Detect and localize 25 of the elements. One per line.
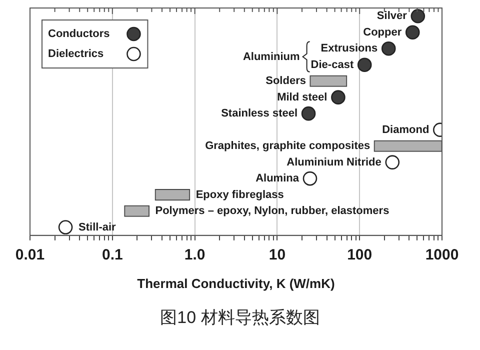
- y-tick-label: Diamond: [382, 124, 430, 136]
- x-tick-label: 0.1: [102, 246, 123, 264]
- legend-label: Dielectrics: [48, 48, 104, 60]
- y-tick-label: Silver: [376, 10, 408, 22]
- x-tick-label: 100: [347, 246, 372, 264]
- x-tick-label: 0.01: [15, 246, 45, 264]
- y-tick-label: Epoxy fibreglass: [196, 188, 284, 201]
- y-tick-label: Polymers – epoxy, Nylon, rubber, elastomers: [155, 205, 390, 218]
- annotation: Aluminium: [242, 50, 300, 63]
- y-tick-label: Alumina: [256, 172, 300, 185]
- y-tick-label: Die-cast: [310, 58, 354, 71]
- y-tick-label: Copper: [363, 26, 402, 38]
- text: 图10 材料导热系数图: [159, 307, 321, 329]
- y-tick-label: Solders: [266, 75, 306, 88]
- y-tick-label: Still-air: [78, 221, 117, 234]
- y-tick-label: Mild steel: [277, 91, 328, 104]
- legend-label: Conductors: [48, 28, 110, 40]
- x-tick-label: 10: [268, 246, 286, 264]
- y-tick-label: Aluminium Nitride: [286, 156, 382, 168]
- y-tick-label: Graphites, graphite composites: [205, 140, 370, 152]
- x-axis-title: Thermal Conductivity, K (W/mK): [137, 276, 335, 291]
- y-tick-label: Stainless steel: [221, 108, 298, 120]
- y-tick-label: Extrusions: [320, 42, 378, 55]
- x-tick-label: 1000: [425, 246, 459, 264]
- x-tick-label: 1.0: [184, 246, 206, 264]
